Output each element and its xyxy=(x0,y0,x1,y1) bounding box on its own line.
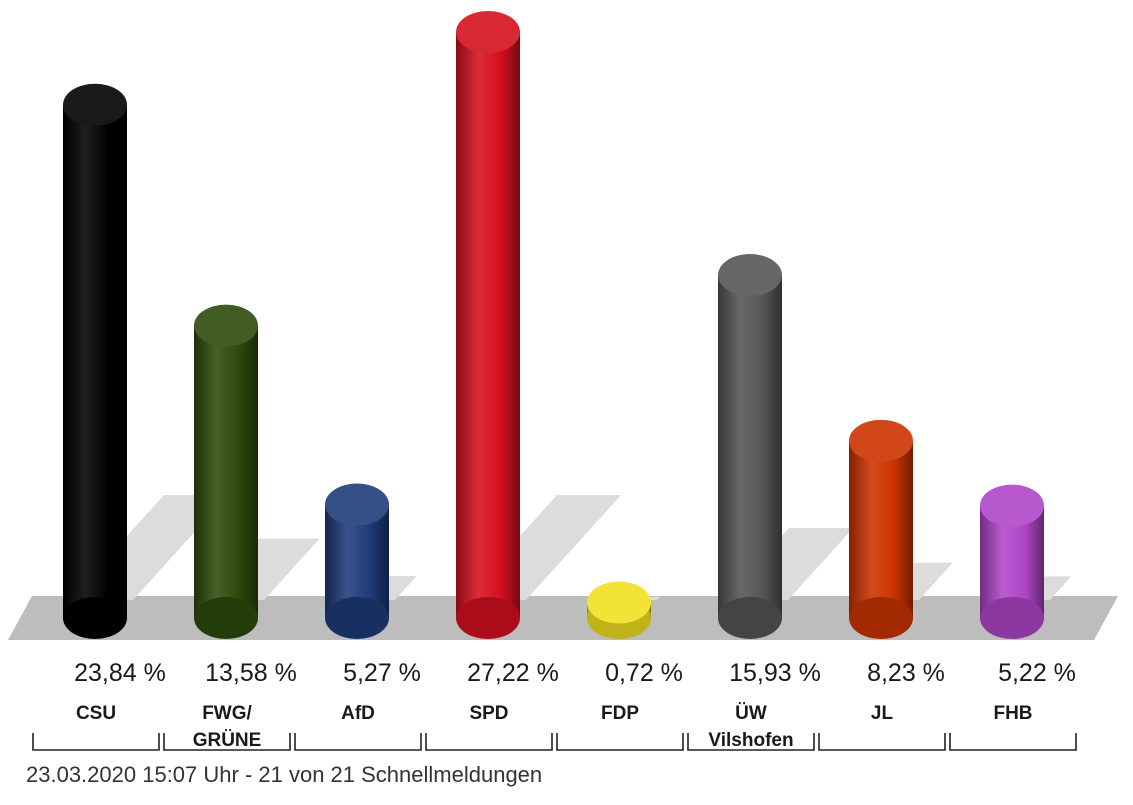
category-label: CSU xyxy=(76,703,116,724)
bar xyxy=(456,11,520,639)
category-brackets xyxy=(32,733,1077,751)
category-label: Vilshofen xyxy=(708,730,793,751)
bar xyxy=(849,419,913,639)
category-label: FWG/ xyxy=(202,703,252,724)
category-bracket xyxy=(556,733,684,751)
value-label: 8,23 % xyxy=(867,659,945,687)
category-bracket xyxy=(687,733,815,751)
value-label: 15,93 % xyxy=(729,659,821,687)
category-bracket xyxy=(949,733,1077,751)
value-label: 5,22 % xyxy=(998,659,1076,687)
category-bracket xyxy=(294,733,422,751)
value-labels: 23,84 % 13,58 % 5,27 % 27,22 % 0,72 % 15,93 %… xyxy=(74,659,1076,687)
footer-status: 23.03.2020 15:07 Uhr - 21 von 21 Schnell… xyxy=(26,762,543,787)
category-labels: CSU FWG/GRÜNE AfD SPD FDP ÜW Vilshofen JL FHB xyxy=(76,703,1033,751)
category-bracket xyxy=(32,733,160,751)
value-label: 27,22 % xyxy=(467,659,559,687)
category-bracket xyxy=(425,733,553,751)
bars xyxy=(63,11,1044,639)
category-label: FHB xyxy=(993,703,1032,724)
category-label: SPD xyxy=(469,703,508,724)
category-label: JL xyxy=(871,703,894,724)
category-label: GRÜNE xyxy=(193,730,262,751)
bar xyxy=(980,484,1044,639)
chart-floor xyxy=(8,596,1118,640)
category-label: ÜW xyxy=(735,703,767,724)
bar xyxy=(194,304,258,639)
category-label: FDP xyxy=(601,703,639,724)
category-bracket xyxy=(163,733,291,751)
bar xyxy=(325,483,389,639)
bar xyxy=(718,254,782,639)
bar xyxy=(587,581,651,639)
value-label: 23,84 % xyxy=(74,659,166,687)
bar xyxy=(63,83,127,639)
value-label: 13,58 % xyxy=(205,659,297,687)
value-label: 0,72 % xyxy=(605,659,683,687)
category-label: AfD xyxy=(341,703,375,724)
category-bracket xyxy=(818,733,946,751)
value-label: 5,27 % xyxy=(343,659,421,687)
